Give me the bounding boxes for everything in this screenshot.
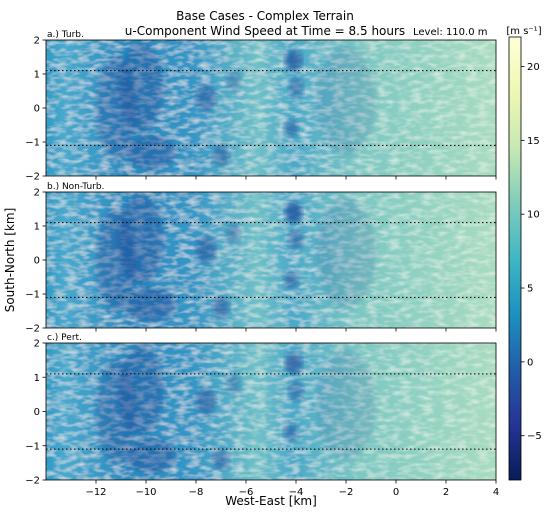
wake-structure xyxy=(316,46,376,156)
wake-structure xyxy=(118,43,164,132)
y-axis-label: South-North [km] xyxy=(3,208,17,313)
x-tick-label: −6 xyxy=(239,487,254,498)
wake-structure xyxy=(316,349,376,460)
wake-structure xyxy=(126,135,176,170)
wake-structure xyxy=(118,346,164,436)
wake-structure xyxy=(284,50,303,71)
panel-label: b.) Non-Turb. xyxy=(47,182,104,192)
wake-structure xyxy=(118,195,164,284)
title-line-1: Base Cases - Complex Terrain xyxy=(176,9,354,23)
y-tick-label: 2 xyxy=(34,188,40,199)
y-tick-label: 1 xyxy=(34,373,40,384)
colorbar-tick-label: −5 xyxy=(527,431,542,442)
panel-2: b.) Non-Turb. −2 −1 0 1 2 xyxy=(25,182,497,335)
wake-structure xyxy=(212,145,230,166)
wake-structure xyxy=(226,222,241,243)
colorbar-unit-label: [m s⁻¹] xyxy=(506,26,541,37)
y-tick-label: 0 xyxy=(34,256,40,267)
y-tick-label: −1 xyxy=(25,290,40,301)
panel-1: a.) Turb. −2 −1 0 1 2 xyxy=(25,30,497,183)
x-tick-label: 4 xyxy=(493,487,499,498)
wake-structure xyxy=(288,77,304,98)
y-tick-label: −2 xyxy=(25,324,40,335)
colorbar-tick-label: 20 xyxy=(527,62,540,73)
wake-structure xyxy=(288,229,304,250)
wake-structure xyxy=(196,84,216,112)
colorbar: −5 0 5 10 15 20 xyxy=(508,36,542,481)
wake-structure xyxy=(196,236,216,264)
y-tick-label: 1 xyxy=(34,70,40,81)
wake-structure xyxy=(316,198,376,308)
x-tick-label: 0 xyxy=(393,487,399,498)
colorbar-gradient xyxy=(508,36,522,481)
wake-structure xyxy=(284,202,303,223)
wake-structure xyxy=(212,449,230,470)
wake-structure xyxy=(283,423,299,441)
heatmap-field xyxy=(46,343,496,480)
y-tick-label: 2 xyxy=(34,36,40,47)
wake-structure xyxy=(226,70,241,92)
x-tick-label: −10 xyxy=(135,487,156,498)
wake-structure xyxy=(288,380,304,402)
wake-structure xyxy=(283,119,299,137)
colorbar-tick-label: 10 xyxy=(527,210,540,221)
x-tick-label: −12 xyxy=(85,487,106,498)
level-label: Level: 110.0 m xyxy=(413,27,488,38)
wake-structure xyxy=(283,271,299,289)
wake-structure xyxy=(212,297,230,318)
y-tick-label: 2 xyxy=(34,339,40,350)
y-tick-label: 0 xyxy=(34,104,40,115)
heatmap-field xyxy=(46,40,496,176)
x-tick-label: −2 xyxy=(339,487,354,498)
colorbar-tick-label: 5 xyxy=(527,284,533,295)
colorbar-tick-label: 0 xyxy=(527,357,533,368)
wake-structure xyxy=(284,353,303,374)
y-tick-label: −2 xyxy=(25,172,40,183)
y-tick-label: −2 xyxy=(25,476,40,487)
wake-structure xyxy=(126,287,176,322)
panel-label: a.) Turb. xyxy=(47,30,84,40)
heatmap-field xyxy=(46,192,496,328)
wake-structure xyxy=(196,387,216,415)
colorbar-tick-label: 15 xyxy=(527,136,540,147)
y-tick-label: −1 xyxy=(25,138,40,149)
x-tick-label: −8 xyxy=(189,487,204,498)
x-axis-label: West-East [km] xyxy=(225,494,317,508)
title-line-2: u-Component Wind Speed at Time = 8.5 hou… xyxy=(125,24,405,38)
wake-structure xyxy=(226,373,241,395)
wake-structure xyxy=(126,438,176,474)
y-tick-label: 0 xyxy=(34,407,40,418)
y-tick-label: −1 xyxy=(25,441,40,452)
y-tick-label: 1 xyxy=(34,222,40,233)
x-tick-label: −4 xyxy=(289,487,304,498)
panel-label: c.) Pert. xyxy=(47,333,82,343)
x-tick-label: 2 xyxy=(443,487,449,498)
